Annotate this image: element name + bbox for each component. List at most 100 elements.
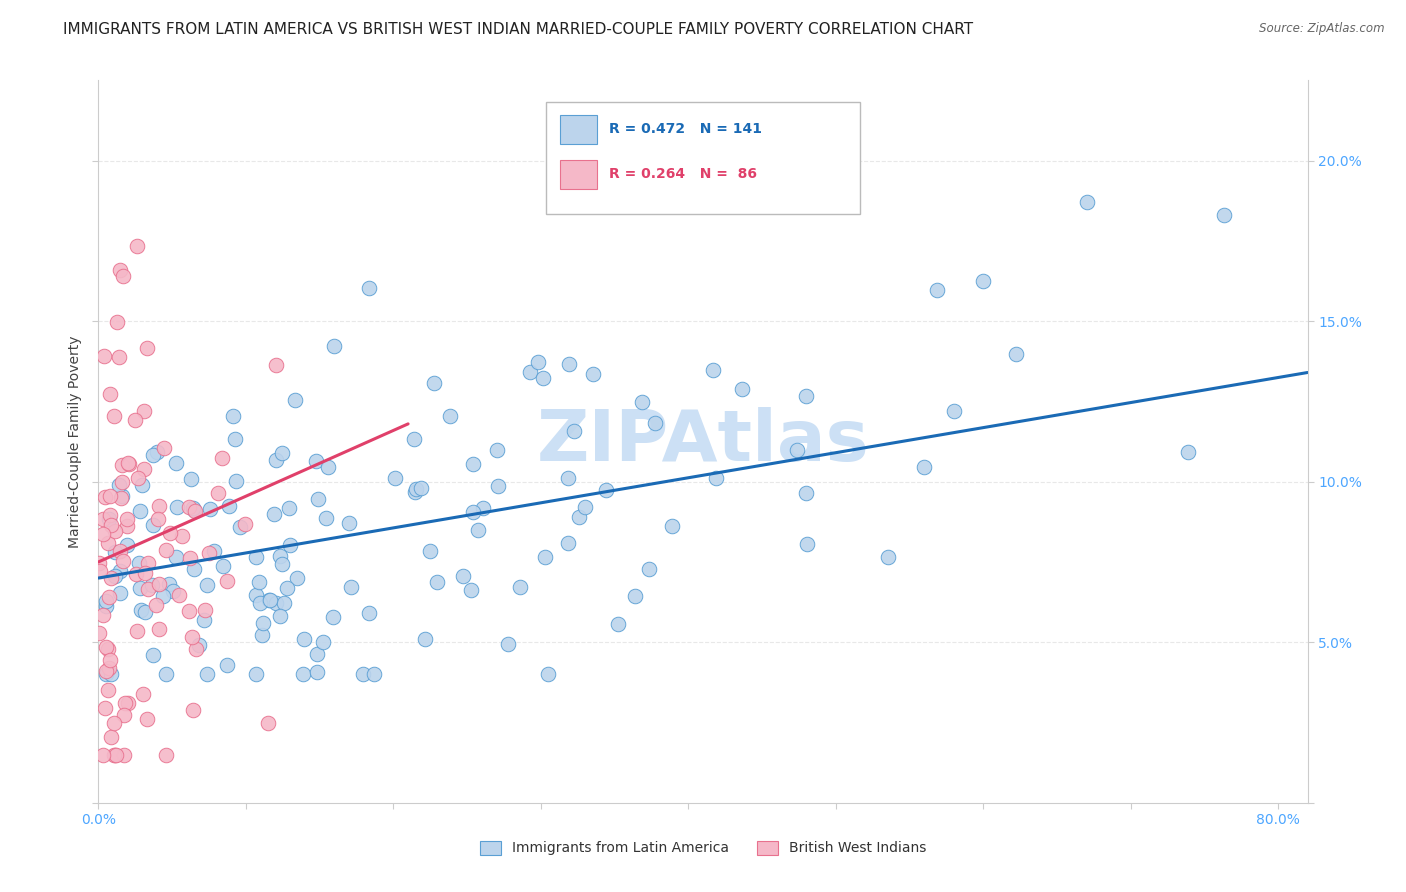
Point: [114, 697, 136, 711]
Point: [259, 592, 281, 607]
Point: [129, 504, 152, 518]
Point: [104, 747, 127, 762]
Point: [624, 589, 647, 603]
Point: [291, 667, 314, 681]
Point: [146, 445, 169, 459]
Point: [110, 491, 132, 505]
Point: [215, 657, 238, 672]
Point: [269, 609, 291, 624]
Point: [568, 510, 591, 524]
Point: [557, 357, 579, 371]
Point: [644, 416, 666, 430]
Point: [405, 485, 427, 500]
Point: [94, 593, 117, 607]
Point: [115, 538, 138, 552]
Point: [155, 747, 177, 762]
Point: [179, 551, 201, 566]
Point: [292, 632, 315, 646]
Point: [405, 482, 427, 496]
Point: [157, 577, 180, 591]
Point: [97, 536, 120, 550]
Point: [181, 703, 204, 717]
Point: [111, 458, 134, 473]
Point: [145, 599, 167, 613]
Point: [134, 404, 156, 418]
Point: [876, 549, 898, 564]
Point: [467, 523, 489, 537]
Point: [460, 582, 482, 597]
Point: [318, 459, 340, 474]
Point: [181, 501, 204, 516]
Point: [153, 442, 176, 456]
Point: [630, 395, 652, 409]
Point: [111, 554, 134, 568]
Point: [181, 630, 204, 644]
Point: [794, 486, 817, 500]
Point: [103, 409, 125, 424]
Point: [141, 578, 163, 592]
Point: [557, 535, 579, 549]
Point: [97, 682, 120, 697]
Point: [225, 474, 247, 488]
Point: [98, 490, 121, 504]
Point: [142, 448, 165, 462]
Point: [103, 545, 125, 559]
Point: [104, 569, 127, 583]
Point: [217, 574, 239, 589]
Text: ZIPAtlas: ZIPAtlas: [537, 407, 869, 476]
Text: R = 0.264   N =  86: R = 0.264 N = 86: [609, 167, 756, 181]
Point: [322, 609, 344, 624]
Point: [124, 412, 146, 426]
Point: [136, 712, 159, 726]
Point: [118, 457, 141, 471]
Point: [257, 716, 280, 731]
Point: [245, 588, 267, 602]
Point: [607, 617, 630, 632]
Point: [264, 358, 287, 372]
Point: [97, 512, 120, 526]
Point: [112, 747, 135, 762]
Point: [562, 424, 585, 438]
Point: [98, 652, 121, 666]
Point: [537, 667, 560, 681]
Point: [166, 500, 188, 515]
Point: [218, 499, 240, 513]
Point: [91, 512, 114, 526]
Point: [148, 499, 170, 513]
Point: [202, 543, 225, 558]
Point: [98, 387, 121, 401]
Point: [148, 623, 170, 637]
Point: [93, 491, 115, 505]
Point: [509, 580, 531, 594]
Point: [107, 478, 129, 492]
Point: [155, 542, 177, 557]
Point: [198, 546, 221, 560]
Point: [134, 566, 156, 580]
Point: [128, 581, 150, 595]
Point: [142, 517, 165, 532]
Point: [148, 512, 170, 526]
Point: [337, 516, 360, 531]
Point: [94, 701, 117, 715]
Point: [117, 456, 139, 470]
Point: [312, 635, 335, 649]
Point: [198, 502, 221, 516]
Point: [270, 558, 292, 572]
Point: [595, 483, 617, 497]
Point: [1005, 347, 1028, 361]
Point: [557, 471, 579, 485]
Point: [111, 475, 134, 489]
Point: [117, 696, 139, 710]
Point: [264, 596, 287, 610]
Point: [252, 616, 274, 631]
Point: [165, 456, 187, 470]
Point: [269, 549, 291, 563]
Point: [169, 588, 191, 602]
Point: [193, 602, 215, 616]
Point: [136, 582, 159, 596]
Point: [357, 281, 380, 295]
Point: [105, 315, 128, 329]
Point: [91, 607, 114, 622]
Point: [125, 624, 148, 638]
Point: [273, 596, 295, 610]
